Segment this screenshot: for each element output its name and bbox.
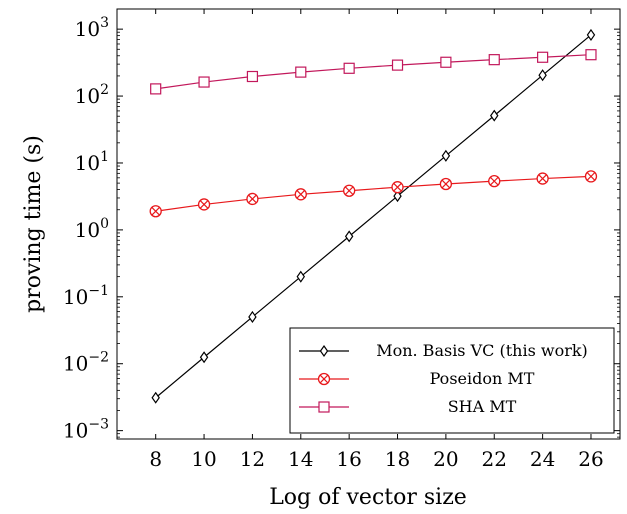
y-tick-mantissa: 10 [75, 84, 100, 108]
series-line [156, 55, 591, 89]
y-tick-exponent: −3 [88, 417, 109, 433]
y-tick-label: 102 [75, 82, 109, 108]
legend-label: Poseidon MT [430, 369, 535, 388]
data-point [152, 393, 159, 403]
legend-marker [319, 374, 330, 385]
data-point [586, 50, 596, 60]
data-point [346, 231, 353, 241]
data-point [249, 312, 256, 322]
y-tick-mantissa: 10 [63, 419, 88, 443]
data-point [393, 60, 403, 70]
x-axis-label: Log of vector size [269, 485, 467, 510]
data-point [442, 151, 449, 161]
data-point [538, 52, 548, 62]
x-tick-label: 12 [240, 447, 265, 471]
data-point [296, 67, 306, 77]
legend-label: SHA MT [448, 397, 517, 416]
data-point [489, 176, 500, 187]
y-tick-mantissa: 10 [63, 352, 88, 376]
data-point [441, 57, 451, 67]
y-tick-mantissa: 10 [75, 151, 100, 175]
y-tick-exponent: −2 [88, 350, 109, 366]
y-tick-exponent: 3 [100, 15, 109, 31]
data-point [344, 63, 354, 73]
y-axis-label: proving time (s) [21, 135, 46, 313]
x-tick-label: 10 [191, 447, 216, 471]
data-point [199, 77, 209, 87]
y-tick-exponent: 2 [100, 82, 109, 98]
y-tick-exponent: 1 [100, 149, 109, 165]
series-line [156, 176, 591, 211]
x-tick-label: 26 [578, 447, 603, 471]
data-point [539, 70, 546, 80]
data-point [587, 30, 594, 40]
x-tick-label: 14 [288, 447, 313, 471]
data-point [489, 55, 499, 65]
x-tick-label: 20 [433, 447, 458, 471]
data-point [247, 72, 257, 82]
y-tick-mantissa: 10 [63, 285, 88, 309]
legend: Mon. Basis VC (this work) Poseidon MT SHA … [290, 328, 614, 433]
y-tick-label: 10−3 [63, 417, 109, 443]
data-point [392, 182, 403, 193]
y-tick-label: 103 [75, 15, 109, 41]
data-point [199, 199, 210, 210]
data-point [440, 179, 451, 190]
y-tick-mantissa: 10 [75, 218, 100, 242]
data-point [295, 189, 306, 200]
data-point [150, 206, 161, 217]
x-tick-label: 8 [149, 447, 162, 471]
legend-marker [319, 402, 329, 412]
data-point [344, 185, 355, 196]
y-tick-label: 100 [75, 216, 109, 242]
x-tick-label: 16 [336, 447, 361, 471]
data-point [151, 84, 161, 94]
y-tick-exponent: −1 [88, 283, 109, 299]
legend-label: Mon. Basis VC (this work) [376, 341, 588, 360]
series-2 [151, 50, 596, 94]
data-point [247, 193, 258, 204]
y-tick-label: 10−1 [63, 283, 109, 309]
data-point [585, 171, 596, 182]
x-tick-label: 24 [530, 447, 555, 471]
y-tick-label: 10−2 [63, 350, 109, 376]
x-tick-label: 22 [482, 447, 507, 471]
data-point [201, 352, 208, 362]
x-tick-label: 18 [385, 447, 410, 471]
series-1 [150, 171, 596, 217]
y-tick-mantissa: 10 [75, 17, 100, 41]
y-tick-exponent: 0 [100, 216, 109, 232]
data-point [537, 173, 548, 184]
data-point [491, 111, 498, 121]
y-tick-label: 101 [75, 149, 109, 175]
data-point [297, 272, 304, 282]
